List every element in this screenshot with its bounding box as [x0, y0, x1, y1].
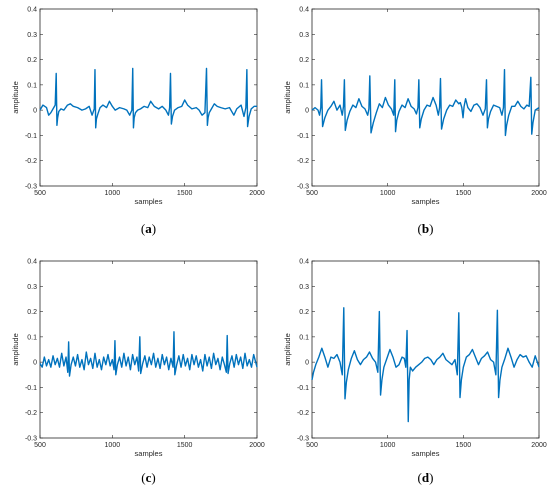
x-axis-label: samples [135, 449, 163, 458]
y-tick-label: 0.4 [299, 7, 309, 14]
x-tick-label: 500 [34, 442, 46, 449]
x-tick-label: 500 [306, 190, 318, 197]
x-tick-label: 500 [306, 442, 318, 449]
x-tick-label: 1500 [456, 442, 472, 449]
x-axis-label: samples [412, 197, 440, 206]
series-line [39, 67, 257, 129]
x-tick-label: 1000 [105, 190, 121, 197]
y-axis-label: amplitude [11, 81, 20, 114]
y-tick-label: 0.2 [299, 309, 309, 316]
y-tick-label: -0.1 [25, 133, 37, 140]
y-tick-label: 0.3 [27, 32, 37, 39]
y-tick-label: -0.3 [297, 436, 309, 443]
x-tick-label: 1500 [177, 190, 193, 197]
y-tick-label: 0.4 [27, 259, 37, 266]
x-tick-label: 1000 [380, 442, 396, 449]
series-line [311, 307, 540, 423]
y-tick-label: 0 [33, 108, 37, 115]
x-tick-label: 1000 [380, 190, 396, 197]
y-axis-label: amplitude [283, 333, 292, 366]
x-tick-label: 1000 [105, 442, 121, 449]
panel-caption: (c) [141, 470, 155, 485]
y-tick-label: 0.1 [299, 82, 309, 89]
plot-area [39, 8, 258, 187]
panel-d: -0.3 -0.2 -0.1 0 0.1 0.2 0.3 0.4 500 1000 1500 2000… [283, 259, 547, 486]
y-tick-label: -0.3 [25, 436, 37, 443]
y-tick-label: -0.3 [297, 184, 309, 191]
plot-area [311, 260, 540, 439]
y-tick-label: -0.3 [25, 184, 37, 191]
x-tick-label: 500 [34, 190, 46, 197]
y-tick-label: 0.1 [27, 334, 37, 341]
panel-b: -0.3 -0.2 -0.1 0 0.1 0.2 0.3 0.4 500 1000 1500 2000… [283, 7, 547, 237]
panel-caption: (d) [418, 470, 434, 485]
y-tick-label: -0.1 [297, 385, 309, 392]
y-tick-label: -0.2 [297, 158, 309, 165]
y-tick-label: 0.1 [299, 334, 309, 341]
x-axis-label: samples [135, 197, 163, 206]
panel-caption: (a) [141, 221, 156, 236]
y-axis-label: amplitude [11, 333, 20, 366]
panel-caption: (b) [418, 221, 434, 236]
y-tick-label: -0.2 [297, 410, 309, 417]
series-line [39, 331, 258, 377]
x-tick-label: 2000 [249, 190, 265, 197]
y-tick-label: 0.4 [27, 7, 37, 14]
plot-area [311, 8, 540, 187]
y-tick-label: 0.3 [299, 284, 309, 291]
y-tick-label: 0.2 [27, 57, 37, 64]
x-axis-label: samples [412, 449, 440, 458]
y-tick-label: -0.2 [25, 158, 37, 165]
y-tick-label: 0 [305, 108, 309, 115]
y-tick-label: -0.1 [297, 133, 309, 140]
y-tick-label: 0 [305, 360, 309, 367]
plot-area [39, 260, 258, 439]
panel-c: -0.3 -0.2 -0.1 0 0.1 0.2 0.3 0.4 500 1000 1500 2000… [11, 259, 265, 486]
y-tick-label: 0.4 [299, 259, 309, 266]
y-tick-label: 0.3 [27, 284, 37, 291]
x-tick-label: 2000 [531, 442, 547, 449]
y-axis-label: amplitude [283, 81, 292, 114]
x-tick-label: 1500 [456, 190, 472, 197]
x-tick-label: 1500 [177, 442, 193, 449]
y-tick-label: -0.1 [25, 385, 37, 392]
series-line [311, 68, 540, 137]
x-tick-label: 2000 [249, 442, 265, 449]
y-tick-label: 0 [33, 360, 37, 367]
y-tick-label: -0.2 [25, 410, 37, 417]
y-tick-label: 0.2 [27, 309, 37, 316]
y-tick-label: 0.2 [299, 57, 309, 64]
y-tick-label: 0.1 [27, 82, 37, 89]
panel-a: -0.3 -0.2 -0.1 0 0.1 0.2 0.3 0.4 500 1000 1500 2000… [11, 7, 265, 237]
y-tick-label: 0.3 [299, 32, 309, 39]
x-tick-label: 2000 [531, 190, 547, 197]
